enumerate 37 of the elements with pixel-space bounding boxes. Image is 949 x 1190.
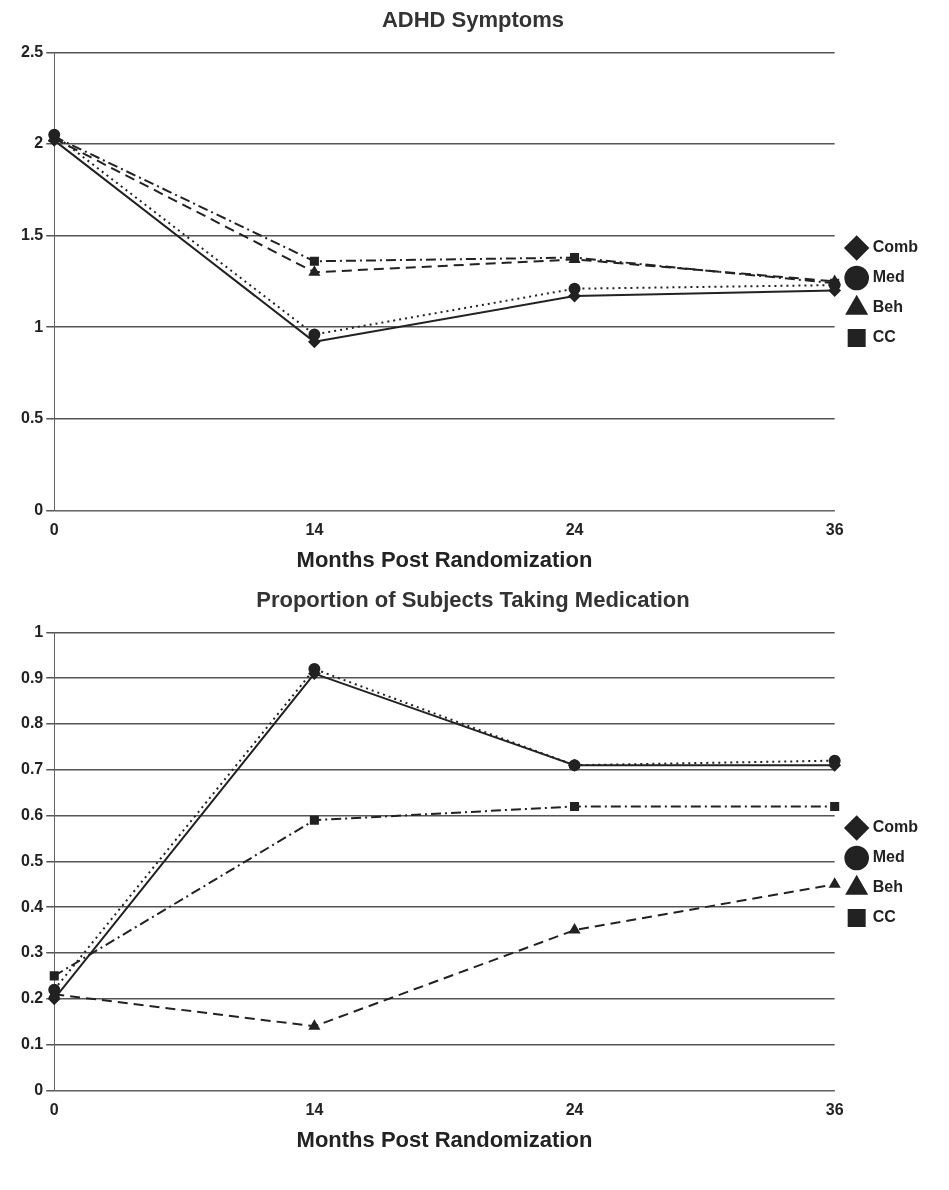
y-tick-label: 2.5 <box>20 42 44 60</box>
x-axis-title: Months Post Randomization <box>296 1126 593 1152</box>
y-tick-label: 0.9 <box>20 668 44 686</box>
y-tick-label: 0.2 <box>20 989 44 1007</box>
chart-title: ADHD Symptoms <box>381 7 565 33</box>
y-tick-label: 0.5 <box>20 851 44 869</box>
y-tick-label: 0 <box>34 500 44 518</box>
legend-label: CC <box>872 328 897 346</box>
x-tick-label: 36 <box>825 521 844 539</box>
y-tick-label: 2 <box>34 134 44 152</box>
legend-label: Beh <box>872 298 903 316</box>
legend-label: CC <box>872 908 897 926</box>
y-tick-label: 0.7 <box>20 760 44 778</box>
x-tick-label: 24 <box>565 1101 584 1119</box>
y-tick-label: 0.8 <box>20 714 44 732</box>
y-tick-label: 0.3 <box>20 943 44 961</box>
legend-label: Med <box>872 848 905 866</box>
legend-label: Comb <box>872 238 919 256</box>
y-tick-label: 0 <box>34 1080 44 1098</box>
x-axis-title: Months Post Randomization <box>296 546 593 572</box>
y-tick-label: 1 <box>34 317 44 335</box>
legend-label: Beh <box>872 878 903 896</box>
y-tick-label: 0.5 <box>20 409 44 427</box>
x-tick-label: 14 <box>305 521 324 539</box>
x-tick-label: 24 <box>565 521 584 539</box>
y-tick-label: 1 <box>34 622 44 640</box>
y-tick-label: 0.6 <box>20 806 44 824</box>
x-tick-label: 36 <box>825 1101 844 1119</box>
x-tick-label: 0 <box>49 1101 59 1119</box>
chart-title: Proportion of Subjects Taking Medication <box>256 587 690 613</box>
y-tick-label: 1.5 <box>20 226 44 244</box>
x-tick-label: 14 <box>305 1101 324 1119</box>
y-tick-label: 0.4 <box>20 897 44 915</box>
y-tick-label: 0.1 <box>20 1035 44 1053</box>
legend-label: Med <box>872 268 905 286</box>
legend-label: Comb <box>872 818 919 836</box>
x-tick-label: 0 <box>49 521 59 539</box>
